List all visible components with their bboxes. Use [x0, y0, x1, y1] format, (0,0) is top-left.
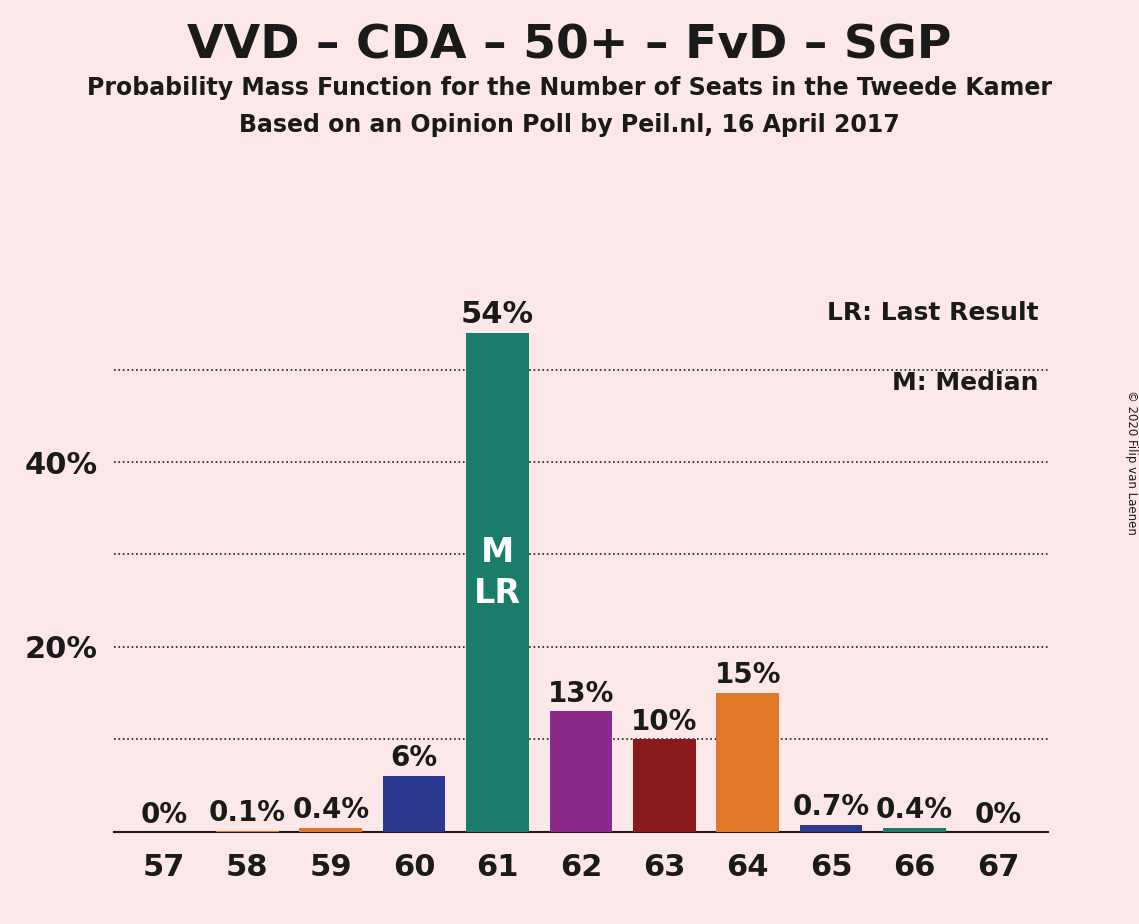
Text: 0%: 0%	[974, 801, 1022, 829]
Text: 0%: 0%	[140, 801, 188, 829]
Text: 54%: 54%	[461, 300, 534, 329]
Bar	[300, 828, 362, 832]
Text: 13%: 13%	[548, 680, 614, 708]
Bar	[550, 711, 612, 832]
Text: 15%: 15%	[714, 662, 781, 689]
Bar	[883, 828, 945, 832]
Text: Based on an Opinion Poll by Peil.nl, 16 April 2017: Based on an Opinion Poll by Peil.nl, 16 …	[239, 113, 900, 137]
Text: 10%: 10%	[631, 708, 697, 736]
Text: VVD – CDA – 50+ – FvD – SGP: VVD – CDA – 50+ – FvD – SGP	[187, 23, 952, 68]
Bar	[383, 776, 445, 832]
Bar	[466, 333, 528, 832]
Text: Probability Mass Function for the Number of Seats in the Tweede Kamer: Probability Mass Function for the Number…	[87, 76, 1052, 100]
Bar	[800, 825, 862, 832]
Bar	[716, 693, 779, 832]
Bar	[216, 831, 279, 832]
Text: M
LR: M LR	[474, 536, 521, 610]
Text: 0.1%: 0.1%	[208, 799, 286, 827]
Text: 0.4%: 0.4%	[293, 796, 369, 824]
Text: LR: Last Result: LR: Last Result	[827, 301, 1039, 325]
Text: © 2020 Filip van Laenen: © 2020 Filip van Laenen	[1124, 390, 1138, 534]
Text: M: Median: M: Median	[892, 371, 1039, 395]
Text: 6%: 6%	[391, 745, 437, 772]
Text: 0.4%: 0.4%	[876, 796, 953, 824]
Text: 0.7%: 0.7%	[793, 794, 869, 821]
Bar	[633, 739, 696, 832]
